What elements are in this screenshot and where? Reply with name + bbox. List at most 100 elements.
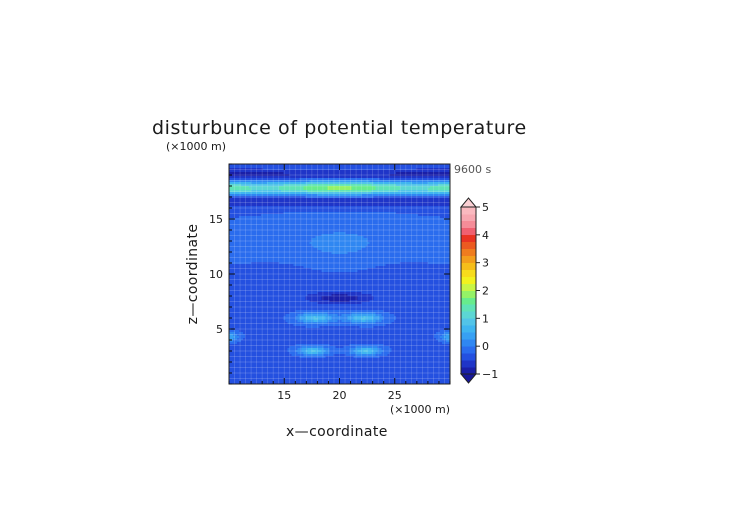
heatmap-cell xyxy=(369,164,372,167)
heatmap-cell xyxy=(361,194,364,197)
heatmap-cell xyxy=(231,210,234,213)
heatmap-cell xyxy=(417,246,421,249)
heatmap-cell xyxy=(309,166,312,169)
heatmap-cell xyxy=(315,242,318,245)
heatmap-cell xyxy=(437,176,441,179)
heatmap-cell xyxy=(339,250,342,253)
heatmap-cell xyxy=(337,206,340,209)
heatmap-cell xyxy=(231,236,234,239)
heatmap-cell xyxy=(349,218,352,221)
heatmap-cell xyxy=(321,224,324,227)
heatmap-cell xyxy=(357,228,360,231)
heatmap-cell xyxy=(279,224,282,227)
heatmap-cell xyxy=(231,194,234,197)
heatmap-cell xyxy=(431,206,435,209)
heatmap-cell xyxy=(275,230,278,233)
heatmap-cell xyxy=(411,200,415,203)
heatmap-cell xyxy=(329,212,332,215)
heatmap-cell xyxy=(339,176,342,179)
heatmap-cell xyxy=(259,212,262,215)
heatmap-cell xyxy=(267,252,270,255)
heatmap-cell xyxy=(357,214,360,217)
heatmap-cell xyxy=(447,242,450,245)
heatmap-cell xyxy=(357,226,360,229)
heatmap-cell xyxy=(243,234,246,237)
heatmap-cell xyxy=(273,200,276,203)
heatmap-cell xyxy=(337,210,340,213)
heatmap-cell xyxy=(257,232,260,235)
heatmap-cell xyxy=(235,234,238,237)
heatmap-cell xyxy=(255,182,258,185)
heatmap-cell xyxy=(349,240,352,243)
heatmap-cell xyxy=(443,212,447,215)
heatmap-cell xyxy=(403,166,407,169)
heatmap-cell xyxy=(281,246,284,249)
heatmap-cell xyxy=(251,240,254,243)
heatmap-cell xyxy=(231,196,234,199)
heatmap-cell xyxy=(407,250,411,253)
heatmap-cell xyxy=(233,228,236,231)
heatmap-cell xyxy=(311,228,314,231)
heatmap-cell xyxy=(431,220,435,223)
heatmap-cell xyxy=(413,244,417,247)
heatmap-cell xyxy=(255,254,258,257)
heatmap-cell xyxy=(283,206,286,209)
heatmap-cell xyxy=(395,248,399,251)
heatmap-cell xyxy=(349,204,352,207)
heatmap-cell xyxy=(341,244,344,247)
heatmap-cell xyxy=(379,176,383,179)
heatmap-cell xyxy=(329,164,332,167)
heatmap-cell xyxy=(245,188,248,191)
heatmap-cell xyxy=(401,228,405,231)
heatmap-cell xyxy=(247,178,250,181)
heatmap-cell xyxy=(401,176,405,179)
heatmap-cell xyxy=(293,246,296,249)
heatmap-cell xyxy=(413,226,417,229)
heatmap-cell xyxy=(337,180,340,183)
heatmap-cell xyxy=(269,210,272,213)
heatmap-cell xyxy=(281,232,284,235)
heatmap-cell xyxy=(255,232,258,235)
heatmap-cell xyxy=(439,198,443,201)
heatmap-cell xyxy=(421,198,425,201)
heatmap-cell xyxy=(231,200,234,203)
heatmap-cell xyxy=(411,246,415,249)
heatmap-cell xyxy=(331,242,334,245)
heatmap-cell xyxy=(409,166,413,169)
heatmap-cell xyxy=(427,238,431,241)
heatmap-cell xyxy=(335,200,338,203)
heatmap-cell xyxy=(403,240,407,243)
heatmap-cell xyxy=(237,204,240,207)
heatmap-cell xyxy=(427,232,431,235)
heatmap-cell xyxy=(431,168,435,171)
heatmap-cell xyxy=(319,172,322,175)
heatmap-cell xyxy=(247,220,250,223)
heatmap-cell xyxy=(427,174,431,177)
heatmap-cell xyxy=(401,180,405,183)
heatmap-cell xyxy=(323,250,326,253)
heatmap-cell xyxy=(445,248,449,251)
heatmap-cell xyxy=(447,176,450,179)
heatmap-cell xyxy=(383,192,387,195)
heatmap-cell xyxy=(355,184,358,187)
heatmap-cell xyxy=(355,244,358,247)
heatmap-cell xyxy=(369,192,372,195)
heatmap-cell xyxy=(393,226,397,229)
heatmap-cell xyxy=(311,208,314,211)
heatmap-cell xyxy=(441,180,445,183)
heatmap-cell xyxy=(341,176,344,179)
heatmap-cell xyxy=(339,234,342,237)
heatmap-cell xyxy=(349,202,352,205)
heatmap-cell xyxy=(439,176,443,179)
heatmap-cell xyxy=(257,202,260,205)
heatmap-cell xyxy=(409,182,413,185)
heatmap-cell xyxy=(253,242,256,245)
heatmap-cell xyxy=(445,226,449,229)
heatmap-cell xyxy=(335,230,338,233)
heatmap-cell xyxy=(355,192,358,195)
heatmap-cell xyxy=(255,204,258,207)
heatmap-cell xyxy=(337,250,340,253)
heatmap-cell xyxy=(345,220,348,223)
heatmap-cell xyxy=(319,200,322,203)
heatmap-cell xyxy=(329,230,332,233)
